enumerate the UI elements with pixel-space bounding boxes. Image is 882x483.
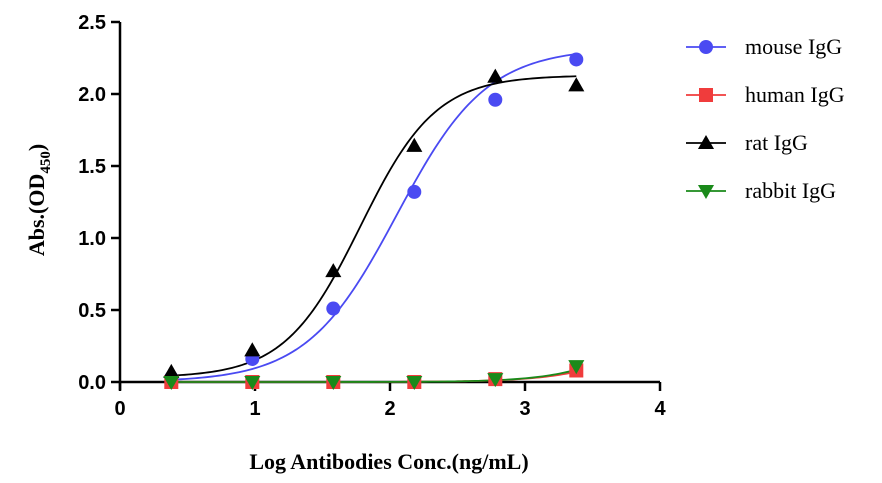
- data-point-rat-igg: [568, 77, 585, 92]
- data-point-rabbit-igg: [244, 375, 261, 391]
- data-point-mouse-igg: [488, 92, 503, 107]
- legend-label-rabbit-igg: rabbit IgG: [745, 178, 836, 203]
- data-point-rabbit-igg: [163, 375, 180, 391]
- legend-marker-human-igg: [699, 88, 713, 102]
- data-point-rat-igg: [487, 68, 504, 83]
- data-point-rat-igg: [325, 263, 342, 278]
- legend-label-rat-igg: rat IgG: [745, 130, 808, 155]
- data-point-rabbit-igg: [568, 360, 585, 375]
- x-tick-label: 4: [654, 398, 666, 420]
- y-tick-label: 0.5: [78, 300, 106, 322]
- y-tick-label: 0.0: [78, 372, 106, 394]
- fit-curve-rabbit-igg: [171, 368, 577, 383]
- fit-curve-mouse-igg: [171, 53, 577, 381]
- legend: mouse IgG human IgG rat IgG rabbit IgG: [686, 34, 845, 203]
- y-tick-label: 1.0: [78, 228, 106, 250]
- data-point-rat-igg: [406, 137, 423, 152]
- x-tick-label: 3: [519, 398, 530, 420]
- x-tick-label: 1: [249, 398, 260, 420]
- y-tick-label: 1.5: [78, 156, 106, 178]
- y-tick-label: 2.5: [78, 12, 106, 34]
- x-tick-label: 0: [114, 398, 125, 420]
- data-point-mouse-igg: [569, 52, 584, 67]
- data-point-rabbit-igg: [325, 375, 342, 391]
- legend-marker-mouse-igg: [699, 40, 713, 54]
- data-point-rabbit-igg: [487, 373, 504, 388]
- fit-curve-rat-igg: [171, 75, 577, 377]
- y-axis-title-main: Abs.(OD: [24, 174, 49, 257]
- fit-curves: [171, 53, 577, 383]
- data-points: [163, 52, 585, 391]
- y-axis-title-subscript: 450: [38, 151, 54, 174]
- legend-marker-rat-igg: [697, 134, 715, 150]
- data-point-rat-igg: [244, 342, 261, 357]
- axes: 0 1 2 3 4 0.0 0.5 1.0 1.5 2.0 2.5: [78, 12, 666, 420]
- legend-marker-rabbit-igg: [697, 184, 715, 200]
- y-axis-title: Abs.(OD450): [24, 144, 54, 256]
- x-tick-label: 2: [384, 398, 395, 420]
- legend-label-mouse-igg: mouse IgG: [745, 34, 842, 59]
- x-axis-title: Log Antibodies Conc.(ng/mL): [249, 449, 528, 474]
- data-point-rabbit-igg: [406, 375, 423, 391]
- data-point-mouse-igg: [326, 301, 341, 316]
- data-point-mouse-igg: [407, 184, 422, 199]
- y-axis-title-close: ): [24, 144, 49, 151]
- data-point-rat-igg: [163, 363, 180, 378]
- y-tick-label: 2.0: [78, 84, 106, 106]
- legend-label-human-igg: human IgG: [745, 82, 845, 107]
